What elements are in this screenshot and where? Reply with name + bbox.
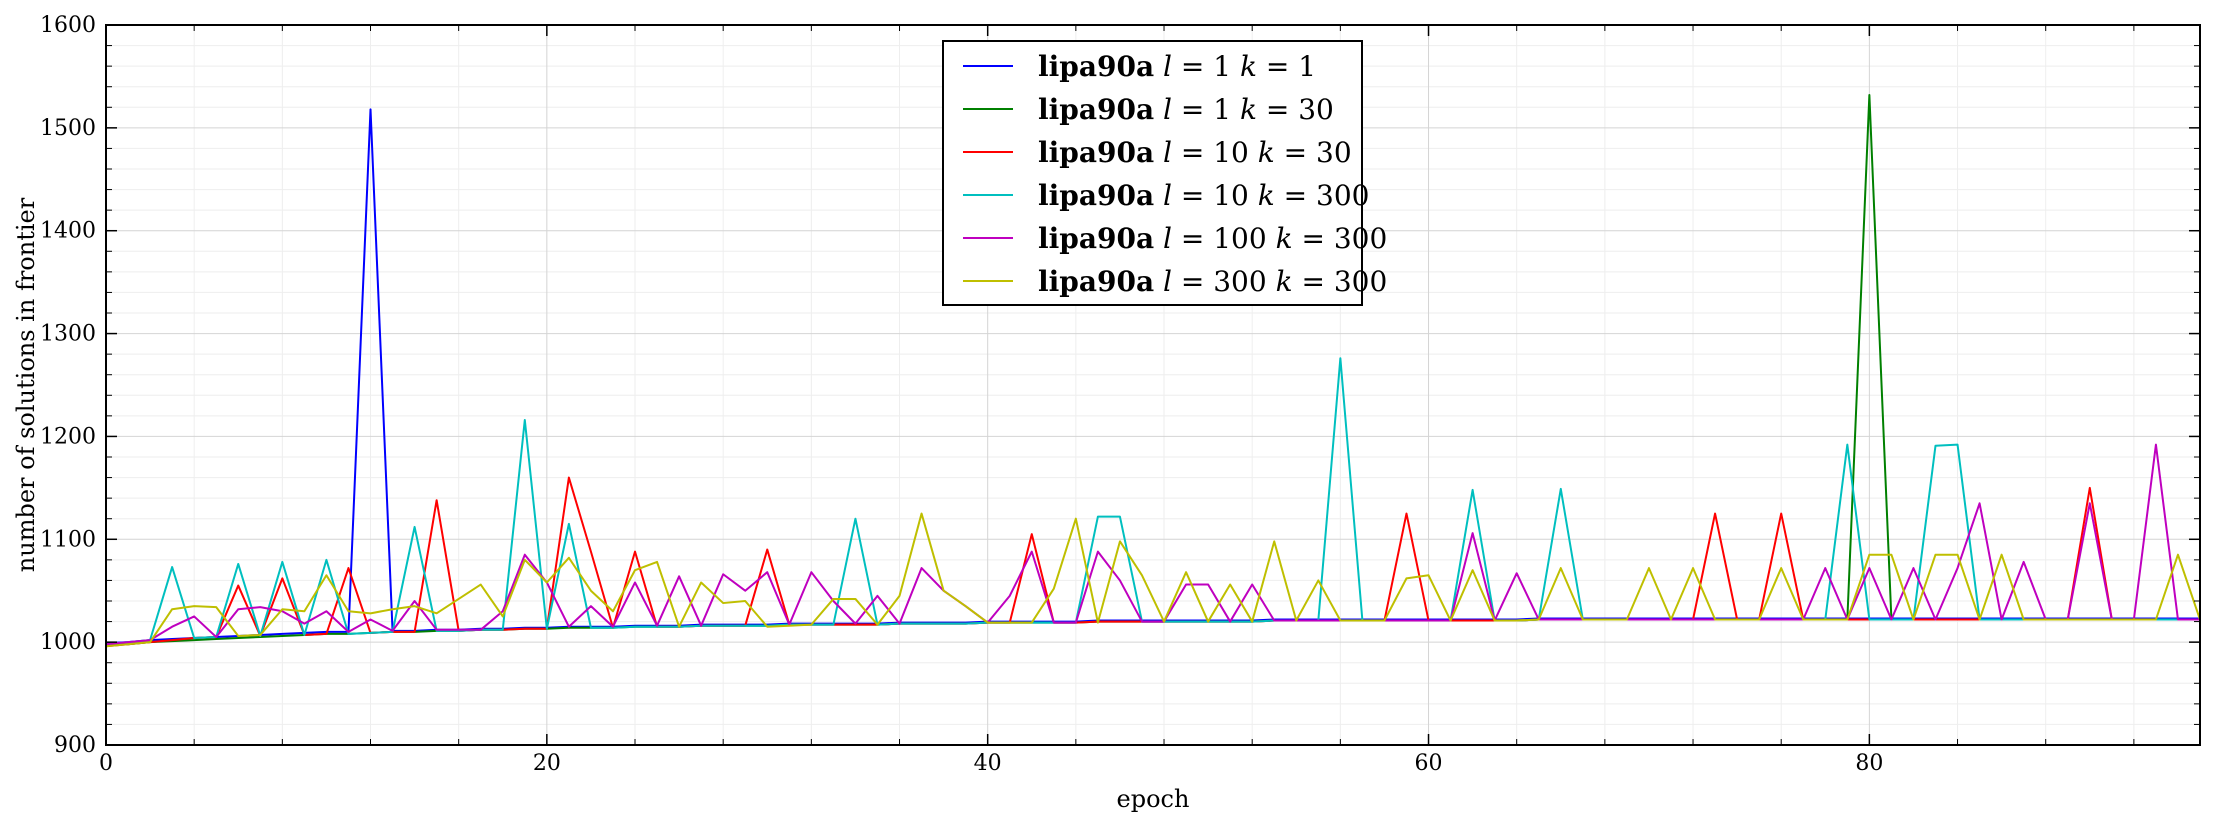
x-tick-label: 40 xyxy=(974,751,1002,776)
y-tick-label: 1000 xyxy=(40,630,96,655)
legend-label: lipa90a l = 10 k = 30 xyxy=(1038,136,1352,169)
x-tick-label: 0 xyxy=(99,751,113,776)
y-tick-label: 1100 xyxy=(40,527,96,552)
legend-label: lipa90a l = 10 k = 300 xyxy=(1038,179,1369,212)
legend-label: lipa90a l = 100 k = 300 xyxy=(1038,222,1387,255)
y-tick-label: 1500 xyxy=(40,116,96,141)
y-tick-label: 1300 xyxy=(40,322,96,347)
y-axis-title: number of solutions in frontier xyxy=(12,197,40,572)
x-axis-title: epoch xyxy=(1117,785,1190,813)
axis-tick-labels: 0 20 40 60 80 900 1000 1100 1200 1300 1400 1500 1600 xyxy=(40,13,1883,776)
legend-label: lipa90a l = 1 k = 1 xyxy=(1038,50,1316,83)
plot-area-frame xyxy=(105,24,2201,746)
x-tick-label: 20 xyxy=(533,751,561,776)
legend: lipa90a l = 1 k = 1 lipa90a l = 1 k = 30 l… xyxy=(942,40,1387,306)
axis-ticks xyxy=(105,24,2200,746)
y-tick-label: 900 xyxy=(54,733,96,758)
legend-box xyxy=(942,40,1363,306)
y-tick-label: 1600 xyxy=(40,13,96,38)
legend-label: lipa90a l = 300 k = 300 xyxy=(1038,265,1387,298)
legend-label: lipa90a l = 1 k = 30 xyxy=(1038,93,1334,126)
x-tick-label: 60 xyxy=(1415,751,1443,776)
y-tick-label: 1200 xyxy=(40,424,96,449)
series-line-6 xyxy=(105,512,2201,648)
x-tick-label: 80 xyxy=(1855,751,1883,776)
y-tick-label: 1400 xyxy=(40,219,96,244)
series-lines xyxy=(105,93,2201,648)
